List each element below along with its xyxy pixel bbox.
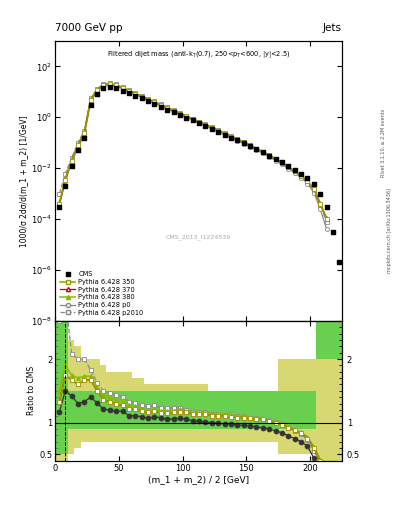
Y-axis label: 1000/σ 2dσ/d(m_1 + m_2) [1/GeV]: 1000/σ 2dσ/d(m_1 + m_2) [1/GeV] <box>19 115 28 247</box>
Point <box>68 162 75 170</box>
Point <box>62 182 68 190</box>
Point <box>253 145 260 154</box>
Point <box>228 134 234 142</box>
Point <box>113 84 119 92</box>
Point <box>330 228 336 237</box>
Point <box>317 189 323 198</box>
Point <box>75 146 81 155</box>
Point <box>209 125 215 133</box>
Point <box>183 114 189 122</box>
Point <box>304 174 310 182</box>
Point <box>132 92 138 100</box>
Point <box>94 90 100 98</box>
Point <box>285 162 292 170</box>
Point <box>107 83 113 92</box>
Point <box>119 87 126 95</box>
Point <box>177 111 183 119</box>
Point <box>292 166 298 174</box>
Point <box>164 105 171 114</box>
Point <box>202 122 209 130</box>
Point <box>222 131 228 139</box>
Point <box>298 170 304 178</box>
Text: Jets: Jets <box>323 23 342 33</box>
Point <box>234 136 241 144</box>
Text: mcplots.cern.ch [arXiv:1306.3436]: mcplots.cern.ch [arXiv:1306.3436] <box>387 188 391 273</box>
Point <box>158 102 164 111</box>
Point <box>139 94 145 102</box>
Point <box>56 203 62 211</box>
Point <box>100 84 107 92</box>
Point <box>266 152 272 160</box>
Point <box>126 89 132 97</box>
Y-axis label: Ratio to CMS: Ratio to CMS <box>28 366 36 415</box>
X-axis label: (m_1 + m_2) / 2 [GeV]: (m_1 + m_2) / 2 [GeV] <box>148 475 249 484</box>
Point <box>81 134 88 142</box>
Point <box>279 158 285 166</box>
Point <box>311 179 317 187</box>
Text: CMS_2013_I1224539: CMS_2013_I1224539 <box>166 234 231 240</box>
Text: Rivet 3.1.10, ≥ 2.2M events: Rivet 3.1.10, ≥ 2.2M events <box>381 109 386 178</box>
Point <box>241 139 247 147</box>
Point <box>272 155 279 163</box>
Point <box>189 116 196 124</box>
Text: Filtered dijet mass (anti-k$_\mathrm{T}$(0.7), 250<p$_\mathrm{T}$<600, |y|<2.5): Filtered dijet mass (anti-k$_\mathrm{T}$… <box>107 49 290 60</box>
Point <box>323 203 330 211</box>
Point <box>336 258 343 266</box>
Point <box>247 142 253 151</box>
Point <box>196 119 202 127</box>
Point <box>215 127 221 136</box>
Point <box>260 148 266 157</box>
Text: 7000 GeV pp: 7000 GeV pp <box>55 23 123 33</box>
Point <box>171 109 177 117</box>
Legend: CMS, Pythia 6.428 350, Pythia 6.428 370, Pythia 6.428 380, Pythia 6.428 p0, Pyth: CMS, Pythia 6.428 350, Pythia 6.428 370,… <box>58 269 145 317</box>
Point <box>145 97 151 105</box>
Point <box>88 101 94 109</box>
Point <box>151 100 158 108</box>
